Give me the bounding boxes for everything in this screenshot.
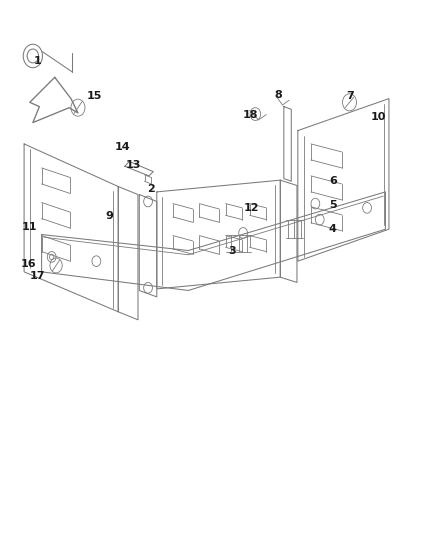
- Text: 14: 14: [115, 142, 131, 151]
- Text: 8: 8: [274, 90, 282, 100]
- Text: 1: 1: [33, 56, 41, 66]
- Text: 13: 13: [126, 160, 141, 170]
- Text: 2: 2: [147, 184, 155, 194]
- Text: 11: 11: [22, 222, 38, 231]
- Text: 9: 9: [106, 211, 113, 221]
- Text: 3: 3: [228, 246, 236, 255]
- Text: 16: 16: [21, 259, 36, 269]
- Text: 18: 18: [243, 110, 258, 119]
- Text: 10: 10: [371, 112, 387, 122]
- Text: 7: 7: [346, 91, 354, 101]
- Text: 17: 17: [29, 271, 45, 281]
- Text: 5: 5: [329, 200, 337, 210]
- Text: 12: 12: [244, 203, 260, 213]
- Text: 15: 15: [86, 91, 102, 101]
- Text: 4: 4: [329, 224, 337, 234]
- Text: 6: 6: [329, 176, 337, 186]
